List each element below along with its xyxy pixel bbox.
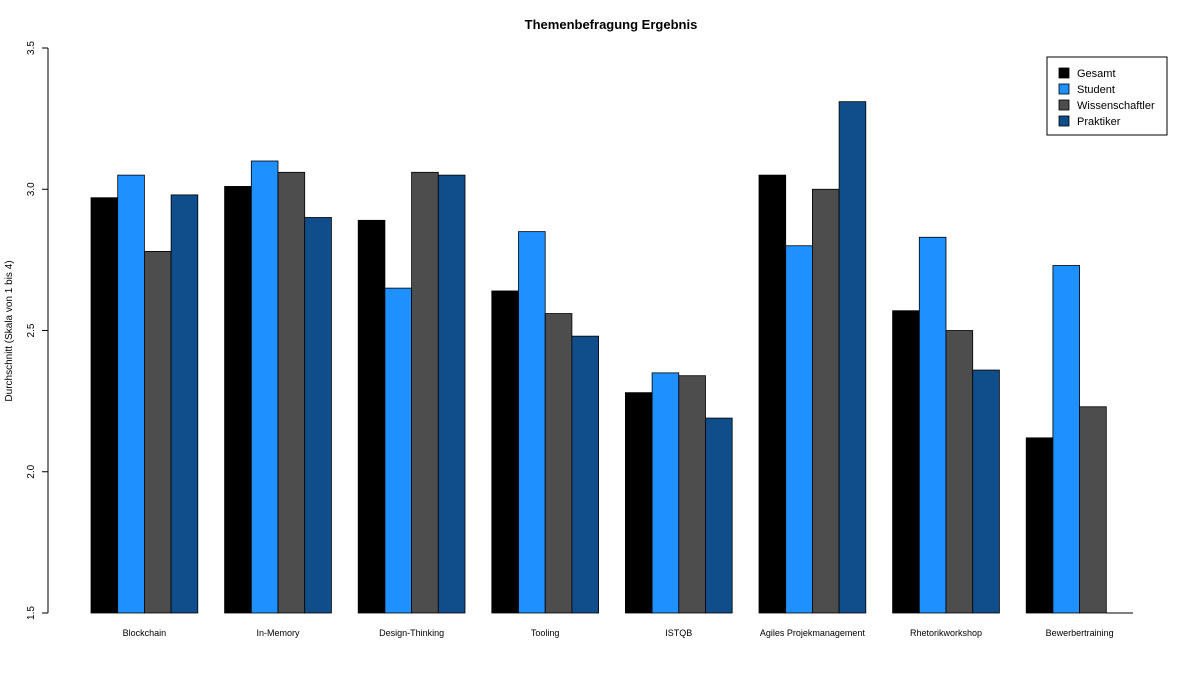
- bar-in-memory-gesamt: [224, 186, 252, 614]
- x-tick-label: Rhetorikworkshop: [910, 628, 982, 638]
- bar-agiles-projekmanagement-gesamt: [758, 174, 787, 614]
- x-tick-label: Design-Thinking: [379, 628, 444, 638]
- y-tick-label: 3.0: [26, 182, 37, 196]
- legend-label: Gesamt: [1077, 68, 1116, 80]
- bar-design-thinking-student: [384, 287, 412, 614]
- bar-bewerbertraining-wissenschaftler: [1079, 406, 1107, 614]
- bar-rhetorikworkshop-gesamt: [892, 310, 920, 614]
- bar-rhetorikworkshop-praktiker: [972, 369, 1000, 614]
- x-tick-label: Agiles Projekmanagement: [760, 628, 866, 638]
- bar-in-memory-praktiker: [304, 217, 332, 614]
- legend-swatch: [1058, 115, 1070, 127]
- legend-swatch: [1058, 83, 1070, 95]
- y-tick-label: 2.5: [26, 323, 37, 337]
- legend-label: Praktiker: [1077, 116, 1121, 128]
- bar-agiles-projekmanagement-student: [785, 245, 813, 614]
- legend-label: Wissenschaftler: [1077, 100, 1155, 112]
- x-tick-label: Blockchain: [123, 628, 167, 638]
- y-axis-label: Durchschnitt (Skala von 1 bis 4): [4, 260, 15, 401]
- bar-istqb-gesamt: [625, 392, 653, 614]
- bar-istqb-student: [651, 372, 680, 614]
- bar-in-memory-student: [250, 160, 279, 614]
- chart-title: Themenbefragung Ergebnis: [525, 17, 698, 32]
- bar-rhetorikworkshop-wissenschaftler: [945, 330, 974, 614]
- bar-bewerbertraining-student: [1052, 265, 1081, 614]
- x-tick-label: Tooling: [531, 628, 560, 638]
- bar-design-thinking-praktiker: [437, 174, 466, 614]
- bar-agiles-projekmanagement-wissenschaftler: [812, 188, 840, 614]
- plot-area: [90, 101, 1133, 614]
- bar-rhetorikworkshop-student: [918, 236, 947, 614]
- bar-blockchain-wissenschaftler: [143, 250, 172, 614]
- bar-bewerbertraining-gesamt: [1025, 437, 1054, 614]
- bar-blockchain-praktiker: [170, 194, 199, 614]
- bar-tooling-gesamt: [491, 290, 519, 614]
- bar-tooling-wissenschaftler: [544, 313, 573, 614]
- bar-istqb-praktiker: [705, 417, 733, 614]
- bar-in-memory-wissenschaftler: [277, 171, 306, 614]
- bar-istqb-wissenschaftler: [678, 375, 706, 614]
- bar-blockchain-gesamt: [90, 197, 119, 614]
- legend-swatch: [1058, 67, 1070, 79]
- y-tick-label: 3.5: [26, 41, 37, 55]
- bar-design-thinking-wissenschaftler: [411, 171, 439, 614]
- bar-blockchain-student: [117, 174, 145, 614]
- legend-label: Student: [1077, 84, 1115, 96]
- legend-swatch: [1058, 99, 1070, 111]
- legend: Gesamt Student Wissenschaftler Praktiker: [1046, 56, 1168, 136]
- y-tick-label: 1.5: [26, 606, 37, 620]
- x-tick-label: Bewerbertraining: [1046, 628, 1114, 638]
- x-tick-label: ISTQB: [665, 628, 692, 638]
- x-tick-label: In-Memory: [256, 628, 300, 638]
- x-axis-labels: Blockchain In-Memory Design-Thinking Toolin…: [123, 628, 1114, 638]
- bar-tooling-praktiker: [571, 335, 600, 614]
- y-tick-label: 2.0: [26, 464, 37, 478]
- bar-tooling-student: [518, 231, 546, 614]
- bar-design-thinking-gesamt: [357, 219, 386, 614]
- bar-agiles-projekmanagement-praktiker: [838, 101, 867, 614]
- y-axis: 1.5 2.0 2.5 3.0 3.5: [26, 41, 49, 620]
